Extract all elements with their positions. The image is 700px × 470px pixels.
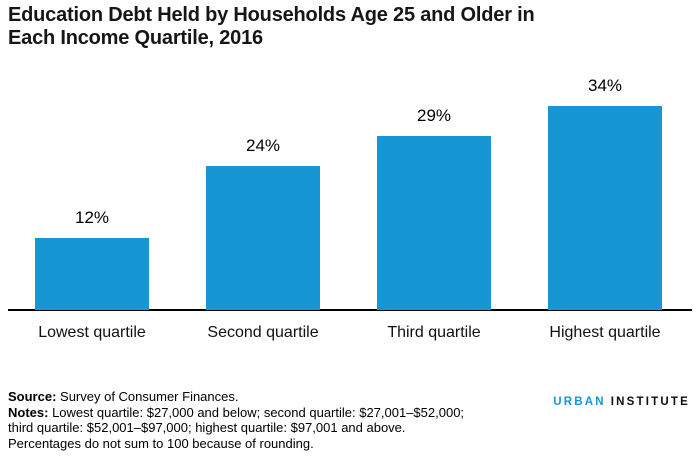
notes-line-3: Percentages do not sum to 100 because of… — [8, 435, 314, 451]
urban-institute-logo: URBAN INSTITUTE — [553, 396, 690, 408]
bar-category-label-1: Lowest quartile — [38, 324, 146, 341]
bar-category-label-3: Third quartile — [387, 324, 481, 341]
bar-4 — [548, 106, 662, 310]
bar-chart: 12% Lowest quartile 24% Second quartile 29% T… — [0, 60, 700, 360]
notes-label: Notes: — [8, 404, 49, 420]
source-line: Source: Survey of Consumer Finances. — [8, 389, 464, 405]
bar-value-label-2: 24% — [245, 136, 281, 155]
bar-value-label-1: 12% — [74, 208, 110, 227]
chart-title-line1: Education Debt Held by Households Age 25… — [8, 4, 535, 26]
bar-value-label-4: 34% — [587, 76, 623, 95]
bar-category-label-4: Highest quartile — [549, 324, 661, 341]
notes-text: Lowest quartile: $27,000 and below; seco… — [48, 404, 465, 420]
notes-line-1: Notes: Lowest quartile: $27,000 and belo… — [8, 405, 464, 421]
source-text: Survey of Consumer Finances. — [56, 389, 239, 404]
bar-1 — [35, 238, 149, 310]
logo-word-urban: URBAN — [553, 396, 606, 408]
chart-title: Education Debt Held by Households Age 25… — [8, 4, 535, 50]
bar-category-label-2: Second quartile — [207, 324, 319, 341]
source-label: Source: — [8, 389, 57, 404]
footnotes: Source: Survey of Consumer Finances. Not… — [8, 389, 464, 451]
notes-line-2: third quartile: $52,001–$97,000; highest… — [8, 420, 406, 435]
x-axis-line — [8, 309, 692, 311]
chart-title-line2: Each Income Quartile, 2016 — [8, 27, 263, 49]
bar-2 — [206, 166, 320, 310]
bar-3 — [377, 136, 491, 310]
logo-word-institute: INSTITUTE — [610, 396, 690, 408]
bar-value-label-3: 29% — [416, 106, 452, 125]
